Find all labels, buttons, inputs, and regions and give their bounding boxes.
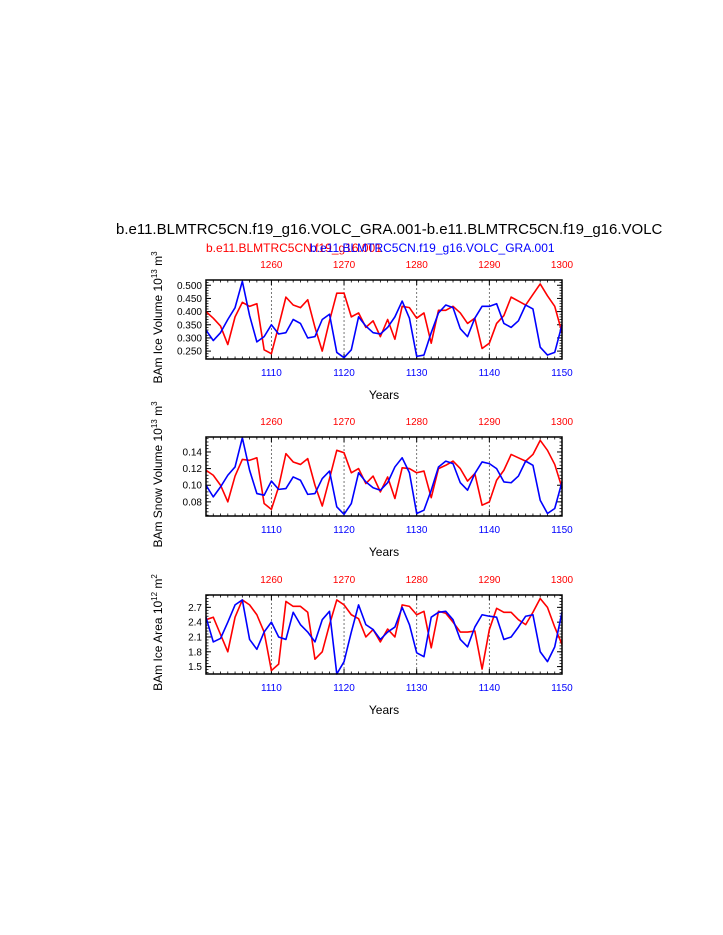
- top-x-tick-label: 1280: [406, 417, 429, 428]
- bottom-x-tick-label: 1110: [261, 683, 282, 694]
- plot-frame: [205, 436, 563, 517]
- y-axis-label: BAm Ice Area 1012 m2: [150, 574, 165, 691]
- bottom-x-tick-label: 1150: [551, 683, 573, 694]
- y-tick-label: 1.5: [188, 662, 202, 673]
- y-tick-label: 2.1: [188, 632, 202, 643]
- y-axis-label-unit: m: [151, 406, 165, 419]
- y-tick-label: 2.7: [188, 603, 202, 614]
- bottom-x-tick-label: 1140: [479, 525, 501, 536]
- y-axis-label-unit: m: [151, 579, 165, 592]
- bottom-x-tick-label: 1150: [551, 525, 573, 536]
- top-x-tick-label: 1300: [551, 575, 574, 586]
- top-x-tick-label: 1300: [551, 417, 574, 428]
- top-x-tick-label: 1280: [406, 575, 429, 586]
- series-line-blue: [205, 280, 563, 359]
- y-axis-label-unit-exponent: 3: [150, 251, 159, 256]
- top-x-tick-label: 1300: [551, 260, 574, 271]
- y-tick-label: 0.450: [177, 294, 202, 305]
- top-x-tick-label: 1260: [260, 575, 283, 586]
- bottom-x-tick-label: 1140: [479, 368, 501, 379]
- y-axis-label-exponent: 12: [150, 591, 159, 600]
- panel-1: 1110 1120 1130 1140 1150 1260 1270 1280 1290 1300…: [150, 251, 574, 402]
- bottom-x-tick-label: 1130: [406, 368, 428, 379]
- series-line-red: [205, 439, 563, 511]
- y-axis-label-unit-exponent: 2: [150, 574, 159, 579]
- top-x-tick-label: 1270: [333, 575, 356, 586]
- plot-frame: [205, 594, 563, 675]
- y-axis-label-unit-exponent: 3: [150, 401, 159, 406]
- plot-frame: [205, 279, 563, 360]
- bottom-x-tick-label: 1110: [261, 525, 282, 536]
- y-tick-label: 0.300: [177, 333, 202, 344]
- panel-2: 1110 1120 1130 1140 1150 1260 1270 1280 1290 1300…: [150, 401, 574, 559]
- top-x-tick-label: 1270: [333, 417, 356, 428]
- top-x-tick-label: 1270: [333, 260, 356, 271]
- y-axis-label-unit: m: [151, 256, 165, 269]
- bottom-x-tick-label: 1110: [261, 368, 282, 379]
- series-line-blue: [205, 599, 563, 675]
- y-axis-label-exponent: 13: [150, 269, 159, 278]
- figure-title: b.e11.BLMTRC5CN.f19_g16.VOLC_GRA.001-b.e…: [116, 221, 663, 238]
- legend-red-label: b.e11.BLMTRC5CN.f19_g16.001: [206, 241, 382, 255]
- y-axis-label-exponent: 13: [150, 419, 159, 428]
- y-axis-label-text: BAm Snow Volume 10: [151, 428, 165, 548]
- bottom-x-tick-label: 1130: [406, 525, 428, 536]
- x-axis-label: Years: [369, 545, 399, 559]
- series-line-red: [205, 283, 563, 355]
- y-tick-label: 0.500: [177, 281, 202, 292]
- legend: b.e11.BLMTRC5CN.f19_g16.001 b.e11.BLMTRC…: [206, 241, 555, 255]
- bottom-x-tick-label: 1150: [551, 368, 573, 379]
- panel-3: 1110 1120 1130 1140 1150 1260 1270 1280 1290 1300…: [150, 574, 574, 717]
- bottom-x-tick-label: 1120: [333, 368, 355, 379]
- y-tick-label: 0.12: [183, 464, 203, 475]
- y-tick-label: 1.8: [188, 647, 202, 658]
- y-axis-label: BAm Ice Volume 1013 m3: [150, 251, 165, 384]
- bottom-x-tick-label: 1130: [406, 683, 428, 694]
- bottom-x-tick-label: 1120: [333, 683, 355, 694]
- top-x-tick-label: 1290: [478, 575, 501, 586]
- y-axis-label-text: BAm Ice Area 10: [151, 601, 165, 691]
- y-tick-label: 0.14: [183, 447, 203, 458]
- top-x-tick-label: 1280: [406, 260, 429, 271]
- x-axis-label: Years: [369, 388, 399, 402]
- top-x-tick-label: 1290: [478, 417, 501, 428]
- bottom-x-tick-label: 1140: [479, 683, 501, 694]
- y-tick-label: 0.400: [177, 307, 202, 318]
- y-axis-label-text: BAm Ice Volume 10: [151, 278, 165, 384]
- y-tick-label: 0.10: [183, 481, 203, 492]
- y-tick-label: 0.350: [177, 320, 202, 331]
- legend-blue-label: b.e11.BLMTRC5CN.f19_g16.VOLC_GRA.001: [310, 241, 555, 255]
- top-x-tick-label: 1260: [260, 260, 283, 271]
- y-tick-label: 0.250: [177, 347, 202, 358]
- y-tick-label: 2.4: [188, 618, 202, 629]
- series-line-blue: [205, 437, 563, 516]
- top-x-tick-label: 1260: [260, 417, 283, 428]
- panels: 1110 1120 1130 1140 1150 1260 1270 1280 1290 1300…: [150, 251, 574, 717]
- top-x-tick-label: 1290: [478, 260, 501, 271]
- y-tick-label: 0.08: [183, 497, 203, 508]
- x-axis-label: Years: [369, 703, 399, 717]
- y-axis-label: BAm Snow Volume 1013 m3: [150, 401, 165, 548]
- bottom-x-tick-label: 1120: [333, 525, 355, 536]
- series-line-red: [205, 597, 563, 672]
